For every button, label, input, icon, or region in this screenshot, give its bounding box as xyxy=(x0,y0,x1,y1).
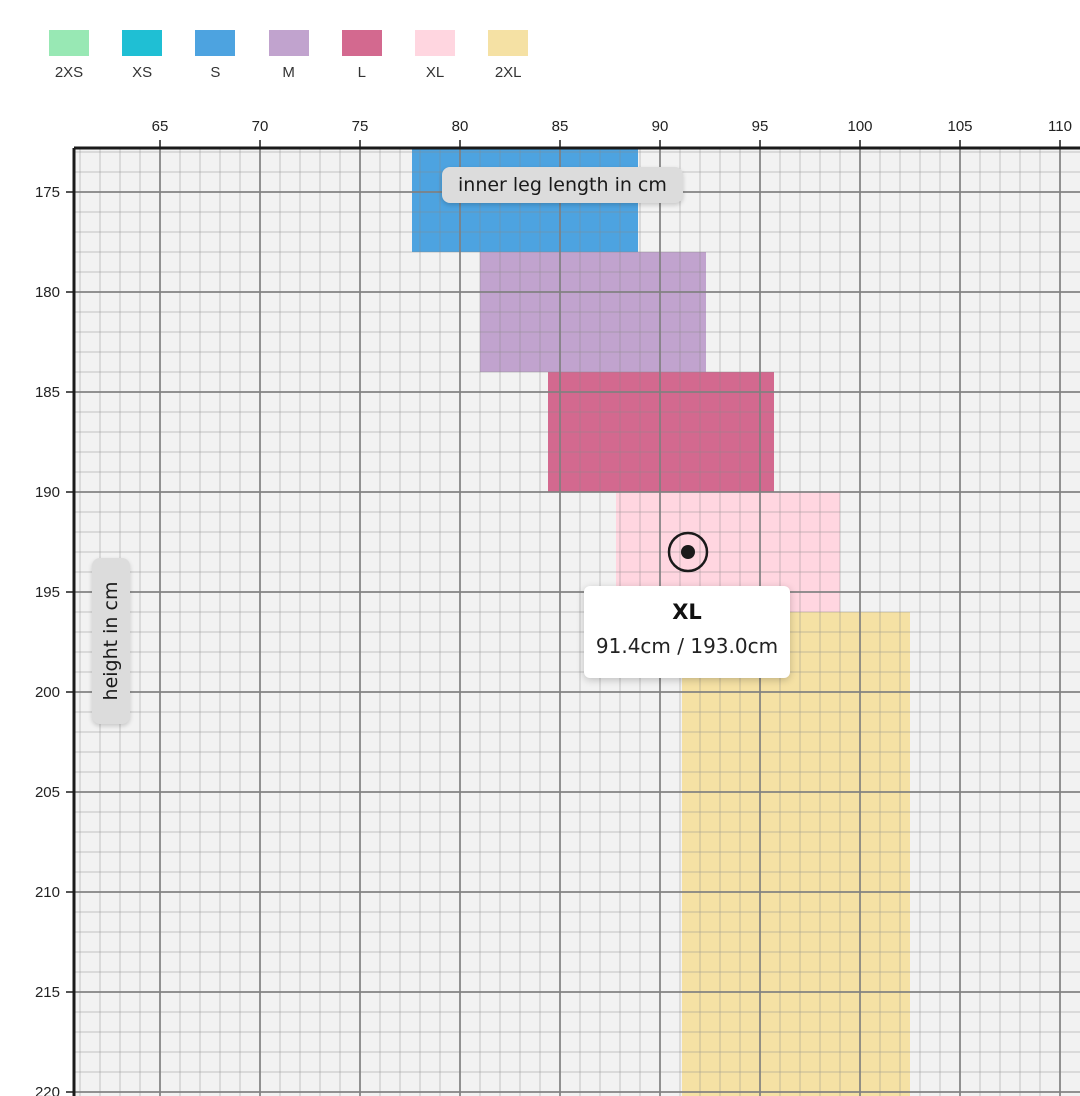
legend-swatch xyxy=(268,30,309,56)
y-axis-label-text: height in cm xyxy=(100,581,122,701)
legend-label: XS xyxy=(132,64,153,81)
legend-swatch xyxy=(122,30,163,56)
x-tick-label: 105 xyxy=(947,118,972,135)
x-tick-label: 65 xyxy=(152,118,169,135)
x-axis-label: inner leg length in cm xyxy=(442,167,683,203)
region-m xyxy=(480,252,706,372)
legend-item-xl[interactable]: XL xyxy=(400,30,470,81)
y-tick-label: 195 xyxy=(35,584,60,601)
y-tick-label: 180 xyxy=(35,284,60,301)
x-tick-label: 70 xyxy=(252,118,269,135)
legend-item-2xs[interactable]: 2XS xyxy=(34,30,104,81)
x-tick-label: 110 xyxy=(1048,118,1072,135)
legend-item-m[interactable]: M xyxy=(254,30,324,81)
y-tick-label: 220 xyxy=(35,1084,60,1096)
y-axis-label: height in cm xyxy=(92,558,130,724)
x-tick-label: 95 xyxy=(752,118,769,135)
highlight-point-ring xyxy=(667,531,709,573)
y-tick-label: 190 xyxy=(35,484,60,501)
legend-swatch xyxy=(415,30,455,56)
legend-swatch xyxy=(341,30,382,56)
legend-label: 2XS xyxy=(54,64,84,81)
legend-label: M xyxy=(282,64,295,81)
y-tick-label: 215 xyxy=(35,984,60,1001)
legend-item-2xl[interactable]: 2XL xyxy=(473,30,543,81)
y-tick-label: 200 xyxy=(35,684,60,701)
legend-item-xs[interactable]: XS xyxy=(107,30,177,81)
tooltip-title: XL xyxy=(672,600,702,624)
x-tick-label: 75 xyxy=(352,118,369,135)
legend-swatch xyxy=(49,30,89,56)
legend-item-s[interactable]: S xyxy=(180,30,250,81)
y-tick-label: 205 xyxy=(35,784,60,801)
x-tick-label: 100 xyxy=(847,118,872,135)
y-tick-label: 210 xyxy=(35,884,60,901)
x-tick-label: 80 xyxy=(452,118,469,135)
y-tick-label: 185 xyxy=(35,384,60,401)
legend-label: S xyxy=(210,64,221,81)
tooltip-value: 91.4cm / 193.0cm xyxy=(595,634,779,658)
tooltip: XL 91.4cm / 193.0cm xyxy=(584,586,790,678)
legend-swatch xyxy=(195,30,236,56)
y-tick-label: 175 xyxy=(35,184,60,201)
region-2xl xyxy=(682,612,910,1096)
x-tick-label: 90 xyxy=(652,118,669,135)
legend-swatch xyxy=(488,30,529,56)
legend-item-l[interactable]: L xyxy=(327,30,397,81)
legend-label: L xyxy=(357,64,366,81)
x-tick-label: 85 xyxy=(552,118,569,135)
legend: 2XS XS S M L XL 2XL xyxy=(0,0,1080,100)
legend-label: 2XL xyxy=(494,64,522,81)
legend-label: XL xyxy=(425,64,445,81)
highlight-point xyxy=(681,545,695,559)
